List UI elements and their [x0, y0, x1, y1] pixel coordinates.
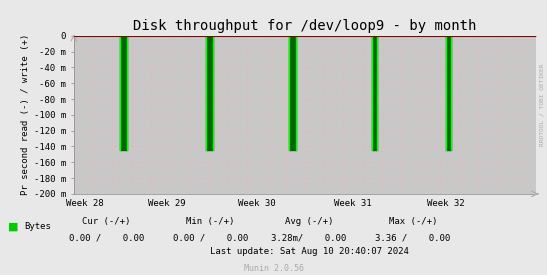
Text: Week 32: Week 32 — [427, 199, 464, 208]
Text: Week 31: Week 31 — [334, 199, 371, 208]
Text: Max (-/+): Max (-/+) — [389, 217, 437, 226]
Text: RRDTOOL / TOBI OETIKER: RRDTOOL / TOBI OETIKER — [539, 63, 544, 146]
Text: Cur (-/+): Cur (-/+) — [83, 217, 131, 226]
Text: Week 29: Week 29 — [148, 199, 185, 208]
Text: 0.00 /    0.00: 0.00 / 0.00 — [173, 233, 248, 242]
Text: Bytes: Bytes — [25, 222, 51, 231]
Text: 3.36 /    0.00: 3.36 / 0.00 — [375, 233, 451, 242]
Y-axis label: Pr second read (-) / write (+): Pr second read (-) / write (+) — [21, 34, 30, 196]
Title: Disk throughput for /dev/loop9 - by month: Disk throughput for /dev/loop9 - by mont… — [133, 19, 476, 33]
Text: Min (-/+): Min (-/+) — [187, 217, 235, 226]
Text: ■: ■ — [8, 222, 19, 232]
Text: 3.28m/    0.00: 3.28m/ 0.00 — [271, 233, 347, 242]
Text: Munin 2.0.56: Munin 2.0.56 — [243, 264, 304, 273]
Text: Week 30: Week 30 — [238, 199, 276, 208]
Text: Week 28: Week 28 — [66, 199, 103, 208]
Text: Last update: Sat Aug 10 20:40:07 2024: Last update: Sat Aug 10 20:40:07 2024 — [210, 247, 409, 256]
Text: Avg (-/+): Avg (-/+) — [285, 217, 333, 226]
Text: 0.00 /    0.00: 0.00 / 0.00 — [69, 233, 144, 242]
